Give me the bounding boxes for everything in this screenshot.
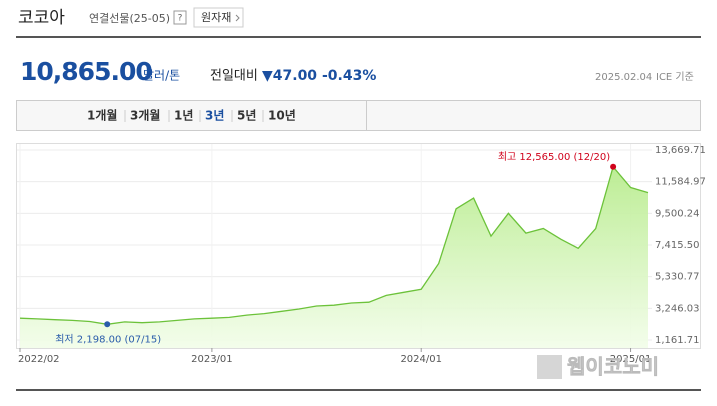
- tab[interactable]: 5년: [237, 109, 256, 123]
- source: ICE 기준: [656, 71, 694, 83]
- annotation-dot: [104, 321, 111, 328]
- y-tick-label: 3,246.03: [655, 303, 700, 314]
- watermark: 웹이코노미: [567, 355, 659, 379]
- x-tick-label: 2024/01: [400, 354, 442, 365]
- help-icon[interactable]: [173, 10, 187, 25]
- y-tick-label: 11,584.97: [655, 177, 706, 188]
- title: 코코아: [18, 8, 65, 28]
- date: 2025.02.04: [595, 72, 652, 83]
- y-tick-label: 7,415.50: [655, 240, 700, 251]
- x-tick-label: 2025/01: [610, 354, 652, 365]
- unit: 달러/톤: [143, 69, 180, 83]
- price: 10,865.00: [20, 57, 152, 86]
- subtitle: 연결선물(25-05): [89, 12, 170, 25]
- watermark-logo: [537, 355, 562, 379]
- annotation-label: 최고 12,565.00 (12/20): [498, 151, 610, 163]
- y-tick-label: 9,500.24: [655, 208, 700, 219]
- category-text: 원자재: [201, 11, 231, 24]
- change-pct: -0.43%: [322, 68, 376, 84]
- tab[interactable]: 3개월: [130, 108, 160, 123]
- x-tick-label: 2022/02: [18, 354, 60, 365]
- price-line: [19, 165, 649, 325]
- y-tick-label: 1,161.71: [655, 335, 700, 346]
- chevron: [235, 14, 240, 22]
- change: ▼47.00: [262, 68, 317, 84]
- category-button[interactable]: [193, 7, 244, 28]
- area-fill: [20, 166, 648, 348]
- annotation-dot: [610, 163, 617, 170]
- y-tick-label: 13,669.71: [655, 145, 706, 156]
- y-tick-label: 5,330.77: [655, 272, 700, 283]
- help-text: ?: [178, 14, 183, 24]
- x-tick-label: 2023/01: [191, 354, 233, 365]
- annotation-label: 최저 2,198.00 (07/15): [55, 333, 161, 345]
- tab[interactable]: 3년: [205, 109, 224, 123]
- change-label: 전일대비: [210, 69, 258, 84]
- tab[interactable]: 10년: [268, 109, 296, 123]
- tab-bar: [16, 100, 701, 131]
- tab[interactable]: 1년: [174, 109, 193, 123]
- tab[interactable]: 1개월: [87, 108, 117, 123]
